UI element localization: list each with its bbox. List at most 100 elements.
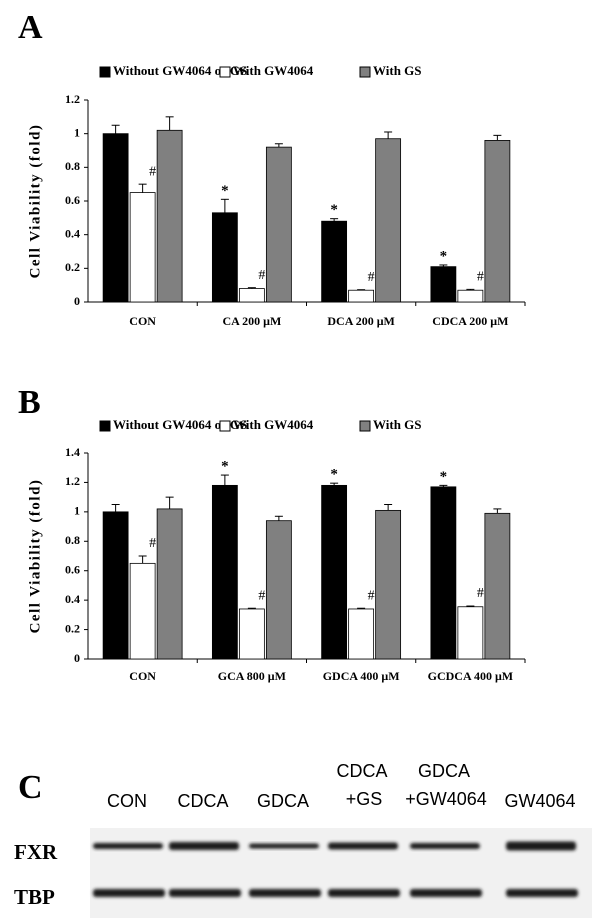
row-label: FXR	[14, 840, 58, 864]
error-bar	[274, 143, 283, 148]
bar	[457, 289, 484, 303]
x-tick-label: DCA 200 μM	[327, 314, 394, 328]
legend-swatch	[99, 420, 111, 432]
bar	[211, 212, 238, 303]
error-bar	[111, 504, 120, 512]
legend-label: With GW4064	[233, 63, 314, 78]
x-tick-label: CON	[129, 314, 156, 328]
error-bar	[493, 508, 502, 514]
lane-label: CON	[107, 791, 147, 811]
significance-mark: *	[440, 469, 448, 485]
significance-mark: #	[149, 536, 156, 551]
significance-mark: *	[330, 467, 338, 483]
band	[93, 843, 163, 849]
y-tick-label: 0	[74, 651, 80, 665]
y-tick-label: 0.8	[65, 533, 80, 547]
bar	[484, 512, 511, 660]
bar	[321, 484, 348, 660]
significance-mark: *	[221, 183, 229, 199]
error-bar	[439, 484, 448, 487]
legend-swatch	[99, 66, 111, 78]
bar	[102, 511, 129, 660]
lane-label: +GW4064	[405, 789, 487, 809]
y-axis-label: Cell Viability (fold)	[27, 479, 43, 634]
legend-label: Without GW4064 or GS	[113, 63, 247, 78]
bar	[129, 192, 156, 303]
legend-swatch	[359, 420, 371, 432]
x-tick-label: CDCA 200 μM	[432, 314, 508, 328]
error-bar	[466, 605, 475, 607]
bar	[348, 608, 375, 660]
significance-mark: *	[440, 248, 448, 264]
y-tick-label: 0.6	[65, 562, 80, 576]
legend-label: Without GW4064 or GS	[113, 417, 247, 432]
y-tick-label: 0.6	[65, 193, 80, 207]
bar	[238, 608, 265, 660]
y-tick-label: 1.2	[65, 474, 80, 488]
y-tick-label: 0.4	[65, 592, 80, 606]
error-bar	[165, 496, 174, 509]
error-bar	[493, 134, 502, 141]
bar	[321, 220, 348, 303]
significance-mark: *	[221, 459, 229, 475]
x-tick-label: GCA 800 μM	[218, 669, 286, 683]
legend-label: With GS	[373, 63, 422, 78]
panel-letter: A	[18, 9, 43, 46]
bar	[375, 138, 402, 303]
error-bar	[357, 607, 366, 609]
error-bar	[357, 289, 366, 291]
legend-swatch	[219, 66, 231, 78]
x-tick-label: GDCA 400 μM	[323, 669, 400, 683]
panel-letter: C	[18, 769, 43, 806]
y-tick-label: 0.8	[65, 159, 80, 173]
bar	[102, 133, 129, 303]
bar	[156, 508, 183, 660]
x-tick-label: CA 200 μM	[222, 314, 281, 328]
y-tick-label: 0.4	[65, 226, 80, 240]
band	[506, 841, 576, 851]
bar	[156, 129, 183, 303]
y-tick-label: 1	[74, 504, 80, 518]
y-axis-label: Cell Viability (fold)	[27, 124, 43, 279]
x-tick-label: GCDCA 400 μM	[428, 669, 513, 683]
lane-label: GDCA	[257, 791, 309, 811]
bar	[129, 562, 156, 660]
error-bar	[138, 183, 147, 193]
bar	[430, 266, 457, 303]
y-tick-label: 0.2	[65, 260, 80, 274]
lane-label: +GS	[346, 789, 383, 809]
error-bar	[330, 218, 339, 222]
error-bar	[384, 504, 393, 511]
error-bar	[274, 515, 283, 521]
legend-label: With GS	[373, 417, 422, 432]
error-bar	[220, 198, 229, 213]
error-bar	[439, 264, 448, 267]
band	[328, 889, 400, 897]
error-bar	[466, 288, 475, 291]
lane-label: CDCA	[177, 791, 228, 811]
band	[249, 889, 321, 897]
band	[328, 842, 398, 850]
bar	[457, 606, 484, 660]
lane-label: GW4064	[504, 791, 575, 811]
error-bar	[384, 131, 393, 139]
x-tick-label: CON	[129, 669, 156, 683]
error-bar	[138, 555, 147, 564]
legend-swatch	[219, 420, 231, 432]
y-tick-label: 0	[74, 294, 80, 308]
error-bar	[165, 116, 174, 131]
panel-letter: B	[18, 384, 41, 421]
bar	[375, 509, 402, 660]
bar	[265, 146, 292, 303]
significance-mark: #	[258, 588, 265, 603]
bar	[265, 520, 292, 660]
bar	[484, 139, 511, 303]
y-tick-label: 1	[74, 125, 80, 139]
y-tick-label: 0.2	[65, 621, 80, 635]
significance-mark: #	[368, 270, 375, 285]
bar	[238, 288, 265, 303]
legend-label: With GW4064	[233, 417, 314, 432]
